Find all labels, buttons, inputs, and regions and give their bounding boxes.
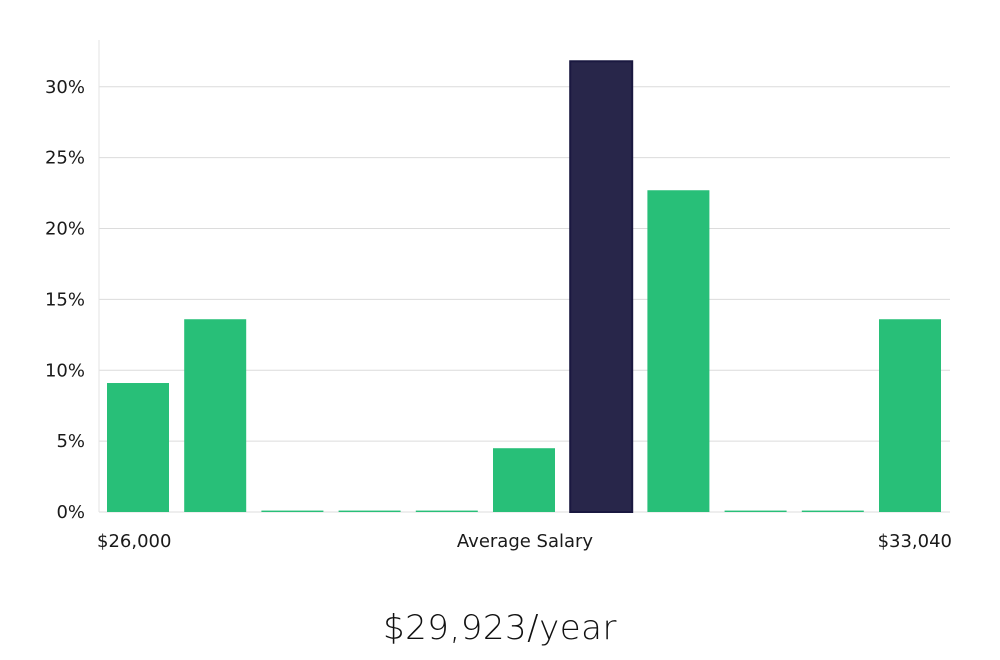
bar-average-salary — [569, 60, 634, 513]
y-tick-label: 30% — [45, 77, 85, 98]
bar — [879, 319, 941, 512]
y-tick-label: 0% — [56, 502, 85, 523]
y-tick-label: 20% — [45, 219, 85, 240]
y-tick-label: 10% — [45, 360, 85, 381]
bar — [184, 319, 247, 512]
bar — [493, 448, 555, 512]
x-label-min: $26,000 — [97, 531, 171, 552]
bar — [647, 190, 710, 512]
x-label-average-salary: Average Salary — [457, 531, 594, 552]
bar — [107, 383, 169, 512]
y-tick-label: 25% — [45, 148, 85, 169]
bars — [107, 60, 941, 513]
x-label-max: $33,040 — [878, 531, 952, 552]
bar — [261, 510, 324, 512]
average-salary-value: $29,923/year — [383, 608, 617, 648]
bar — [415, 510, 478, 512]
y-tick-labels: 0% 5% 10% 15% 20% 25% 30% — [45, 77, 85, 523]
bar — [801, 510, 864, 512]
y-tick-label: 5% — [56, 431, 85, 452]
y-tick-label: 15% — [45, 289, 85, 310]
bar — [338, 510, 401, 512]
bar — [724, 510, 787, 512]
